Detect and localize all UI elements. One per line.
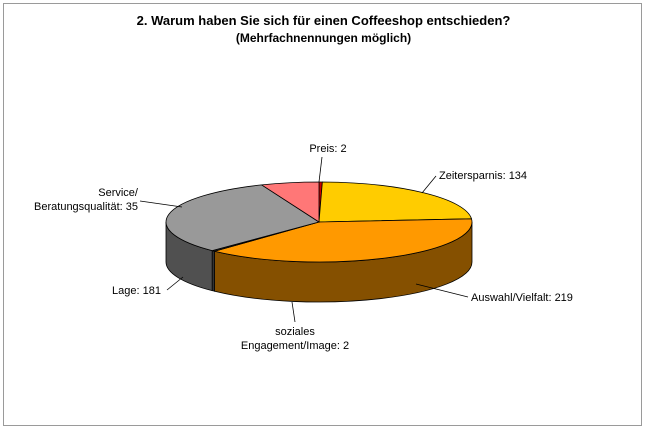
pie-labels: Preis: 2 Zeitersparnis: 134 Auswahl/Vielfa… <box>34 143 573 352</box>
data-label-1: Zeitersparnis: 134 <box>439 170 527 182</box>
slice-5 <box>260 181 320 223</box>
leader-line-2 <box>415 283 469 298</box>
slice-1 <box>318 181 473 223</box>
leader-line-0 <box>318 156 323 183</box>
data-label-2: Auswahl/Vielfalt: 219 <box>471 292 573 304</box>
leader-line-5 <box>139 200 183 208</box>
data-label-3-line-0: soziales <box>275 326 315 338</box>
leader-line-1 <box>421 175 437 194</box>
leader-line-4 <box>166 276 184 291</box>
data-label-4: Lage: 181 <box>112 285 161 297</box>
slice-4 <box>165 184 320 252</box>
data-label-0: Preis: 2 <box>309 143 346 155</box>
data-label-3-line-1: Engagement/Image: 2 <box>241 340 349 352</box>
leader-line-3 <box>291 301 296 323</box>
data-label-5-line-0: Service/ <box>98 187 139 199</box>
data-label-5-line-1: Beratungsqualität: 35 <box>34 201 138 213</box>
chart-title: 2. Warum haben Sie sich für einen Coffee… <box>136 13 511 28</box>
slice-2 <box>213 218 473 263</box>
chart-subtitle: (Mehrfachnennungen möglich) <box>235 31 412 45</box>
pie-tops <box>165 181 473 263</box>
